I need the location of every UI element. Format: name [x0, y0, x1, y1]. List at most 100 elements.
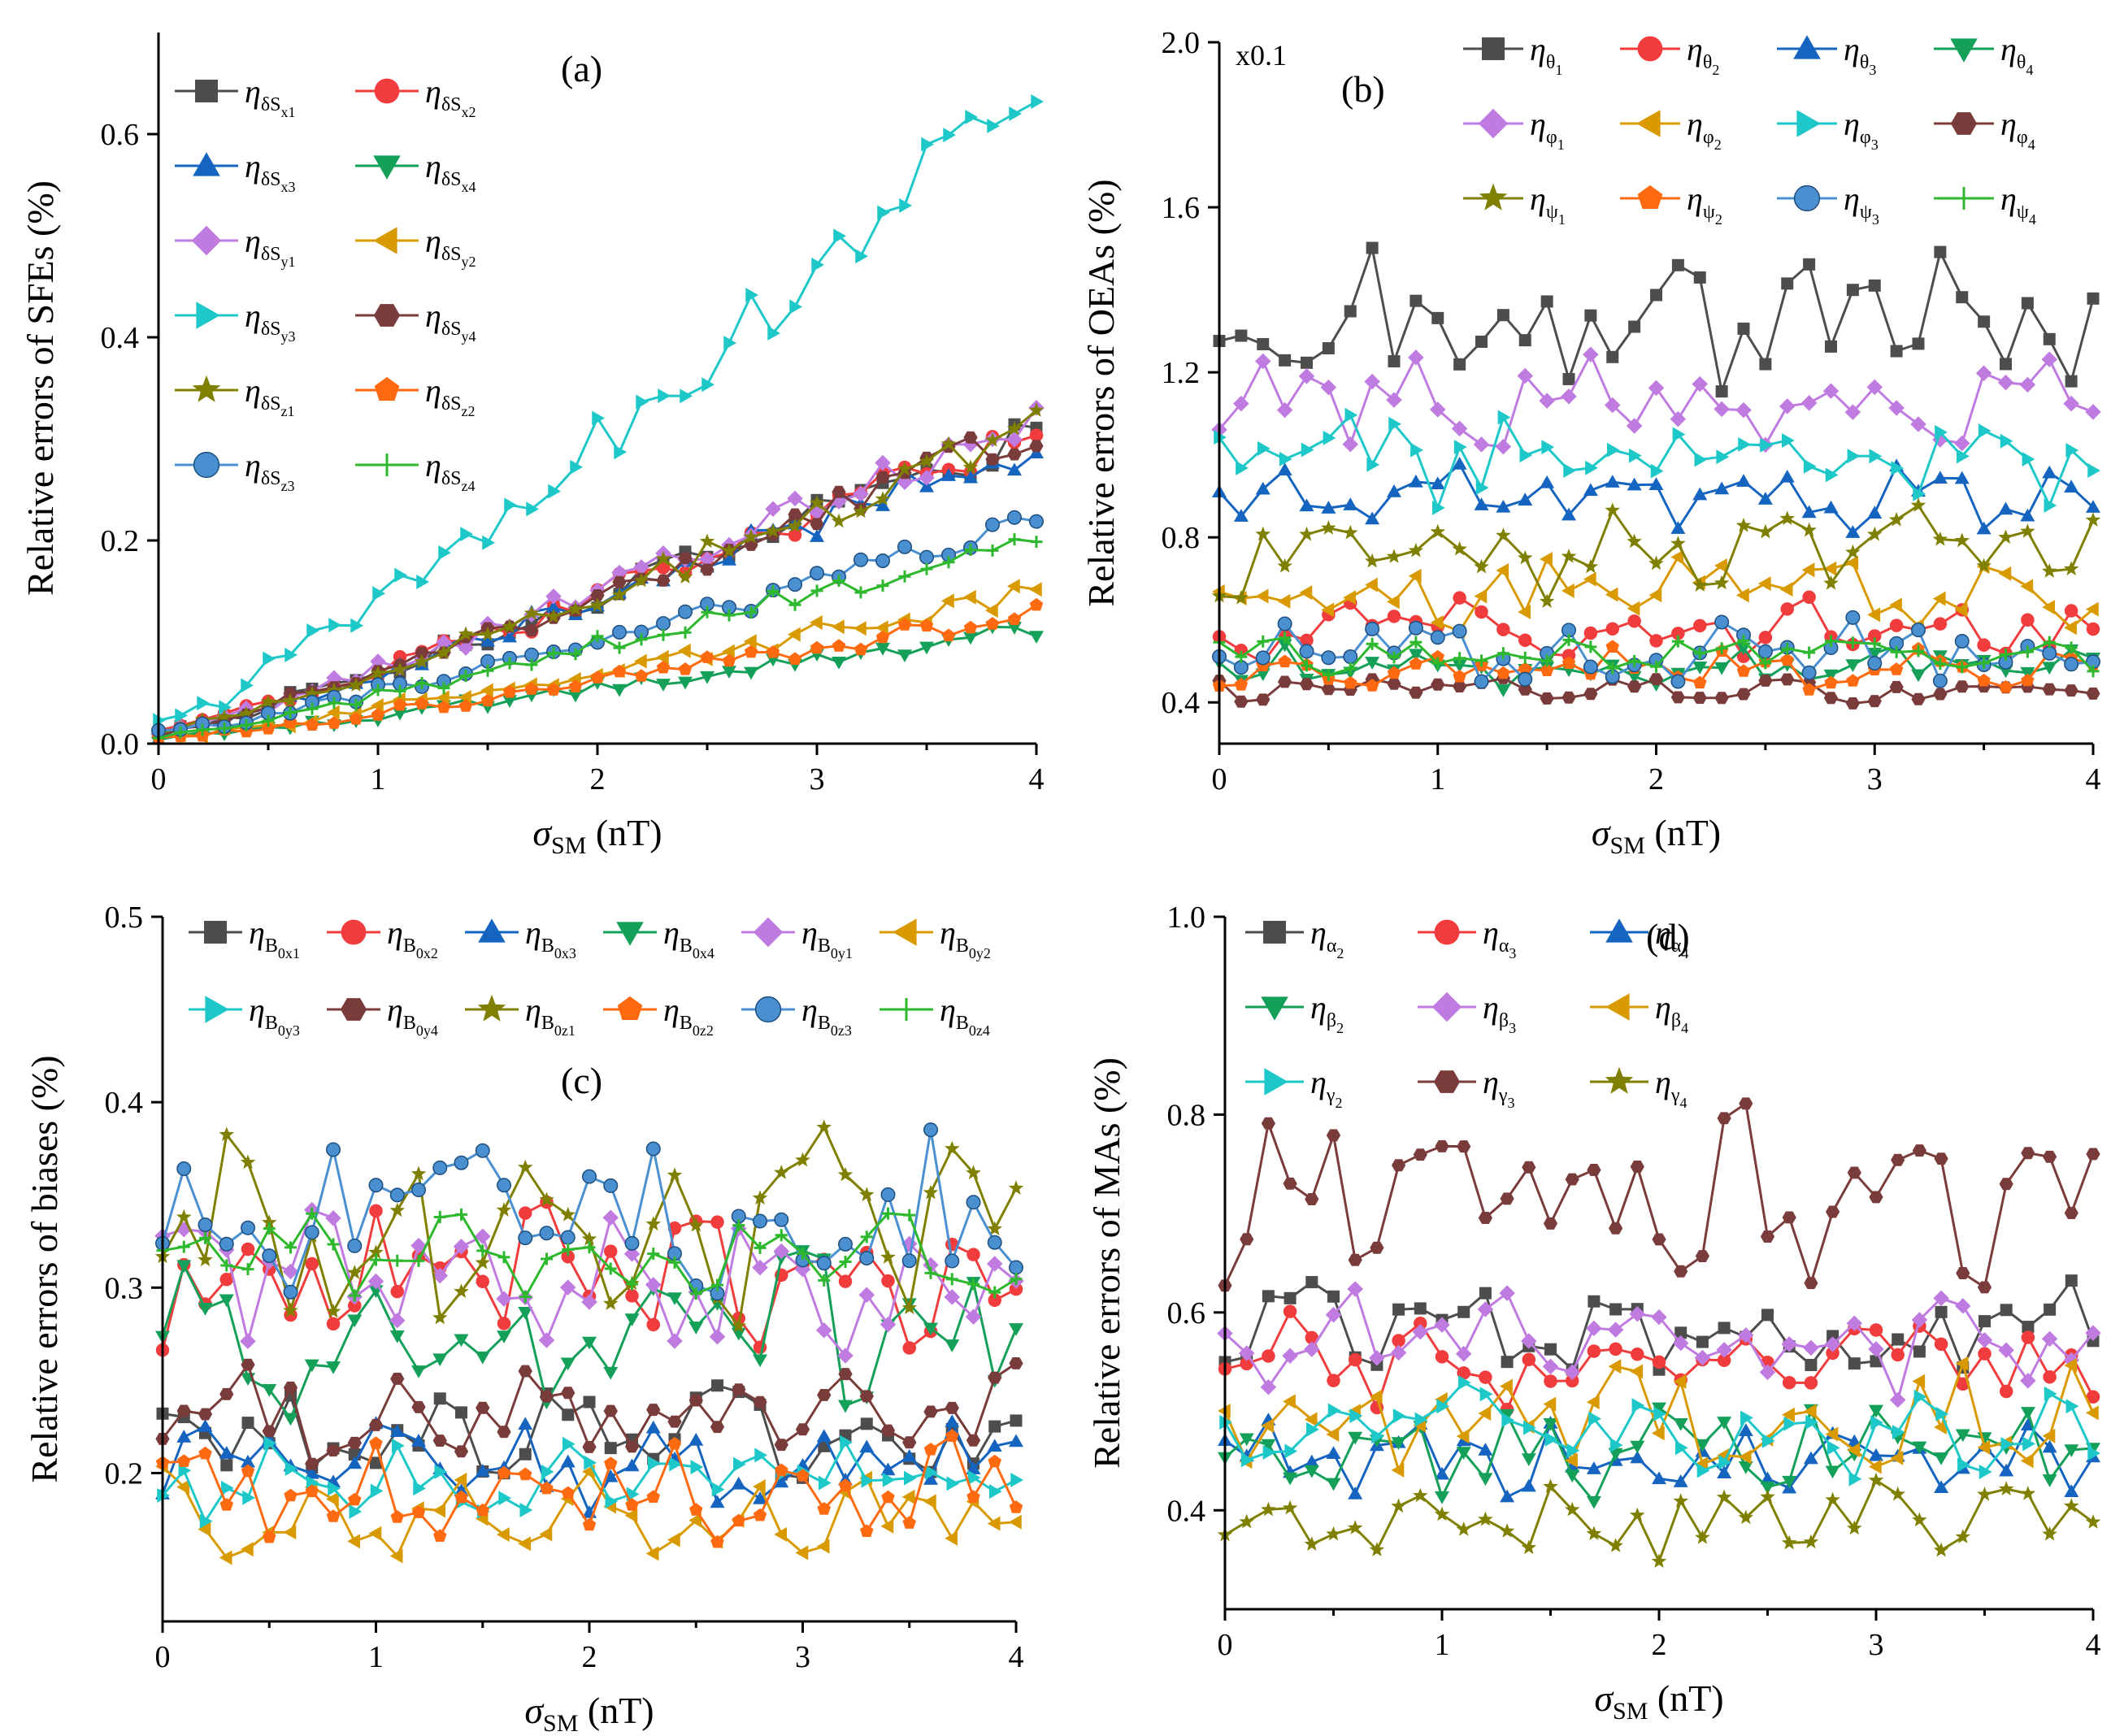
data-point: [1738, 1461, 1753, 1474]
legend-label: ηB0z3: [801, 992, 852, 1039]
data-point: [1976, 1332, 1993, 1348]
data-point: [765, 523, 781, 538]
data-point: [1430, 476, 1445, 490]
data-point: [2064, 1207, 2078, 1219]
data-point: [497, 1426, 511, 1439]
data-point: [701, 605, 714, 618]
data-point: [1912, 644, 1925, 658]
data-point: [624, 1440, 640, 1453]
data-point: [1369, 1389, 1383, 1404]
data-point: [519, 1467, 532, 1481]
data-point: [1010, 1414, 1023, 1427]
data-point: [1627, 671, 1642, 684]
data-point: [1432, 500, 1445, 515]
data-point: [198, 1521, 211, 1537]
data-point: [656, 649, 669, 665]
data-point: [816, 1539, 830, 1554]
data-point: [389, 1548, 403, 1564]
data-point: [1234, 678, 1249, 691]
data-point: [1670, 691, 1685, 704]
data-point: [1325, 1307, 1342, 1323]
data-point: [1628, 654, 1641, 667]
data-point: [1321, 602, 1335, 618]
data-point: [1823, 575, 1839, 590]
data-point: [1630, 1364, 1644, 1379]
data-point: [1934, 1420, 1947, 1435]
data-point: [410, 1237, 427, 1254]
data-point: [392, 662, 408, 677]
data-point: [880, 1518, 894, 1534]
data-point: [636, 394, 649, 410]
data-point: [2041, 1330, 2058, 1348]
data-point: [1261, 1439, 1276, 1452]
data-point: [1583, 483, 1598, 497]
data-point: [1408, 349, 1424, 366]
legend-item: ηγ2: [1245, 1064, 1342, 1111]
legend-item: ηθ1: [1463, 31, 1562, 78]
data-point: [1803, 1451, 1818, 1465]
data-point: [966, 1195, 981, 1210]
data-point: [1759, 358, 1772, 371]
legend-marker: [373, 304, 401, 327]
data-point: [1911, 692, 1926, 705]
data-point: [1653, 1406, 1666, 1421]
data-point: [1518, 549, 1533, 565]
series-ηα4: [1218, 1413, 2100, 1503]
data-point: [987, 118, 1000, 133]
data-point: [1847, 1520, 1862, 1535]
data-point: [688, 1512, 701, 1528]
legend-item: ηθ4: [1934, 31, 2033, 78]
data-point: [809, 495, 825, 510]
data-point: [502, 618, 518, 634]
data-point: [1479, 1370, 1492, 1384]
data-point: [432, 1160, 448, 1175]
data-point: [1848, 1357, 1861, 1370]
data-point: [368, 1526, 382, 1541]
x-tick-label: 3: [810, 762, 825, 796]
data-point: [1496, 647, 1509, 660]
data-point: [837, 1166, 854, 1182]
data-point: [1583, 571, 1596, 587]
data-point: [1544, 1374, 1557, 1388]
data-point: [941, 468, 956, 481]
data-point: [1760, 1471, 1775, 1485]
data-point: [1475, 335, 1488, 348]
data-point: [1388, 651, 1401, 664]
data-point: [2021, 1330, 2035, 1344]
data-point: [455, 1208, 467, 1221]
data-point: [1585, 460, 1598, 475]
data-point: [1932, 471, 1948, 484]
data-point: [1803, 1339, 1819, 1356]
data-point: [1299, 585, 1313, 601]
data-point: [389, 1313, 406, 1329]
legend-item: ηδSz1: [175, 372, 295, 419]
data-point: [582, 1169, 597, 1184]
data-point: [518, 1417, 533, 1430]
legend-label: ηα3: [1483, 914, 1516, 961]
data-point: [1343, 497, 1358, 510]
data-point: [1453, 680, 1467, 692]
data-point: [1587, 1164, 1601, 1176]
data-point: [604, 1442, 617, 1455]
data-point: [1029, 631, 1044, 644]
data-point: [700, 563, 715, 576]
series-group: [1217, 1097, 2101, 1569]
data-point: [432, 1309, 448, 1325]
legend-marker: [478, 918, 506, 943]
data-point: [1348, 1486, 1363, 1499]
data-point: [667, 1167, 683, 1182]
data-point: [411, 1365, 426, 1378]
data-point: [901, 1489, 915, 1504]
data-point: [1693, 618, 1707, 633]
data-point: [1847, 449, 1861, 464]
legend-item: ηγ4: [1590, 1064, 1687, 1111]
data-point: [1674, 1265, 1688, 1278]
data-point: [1715, 642, 1728, 655]
data-point: [1869, 1447, 1883, 1461]
data-point: [1284, 1443, 1298, 1459]
data-point: [903, 1209, 916, 1222]
data-point: [1672, 427, 1686, 442]
data-point: [1826, 1330, 1839, 1343]
data-point: [1935, 424, 1948, 440]
data-point: [328, 697, 341, 710]
